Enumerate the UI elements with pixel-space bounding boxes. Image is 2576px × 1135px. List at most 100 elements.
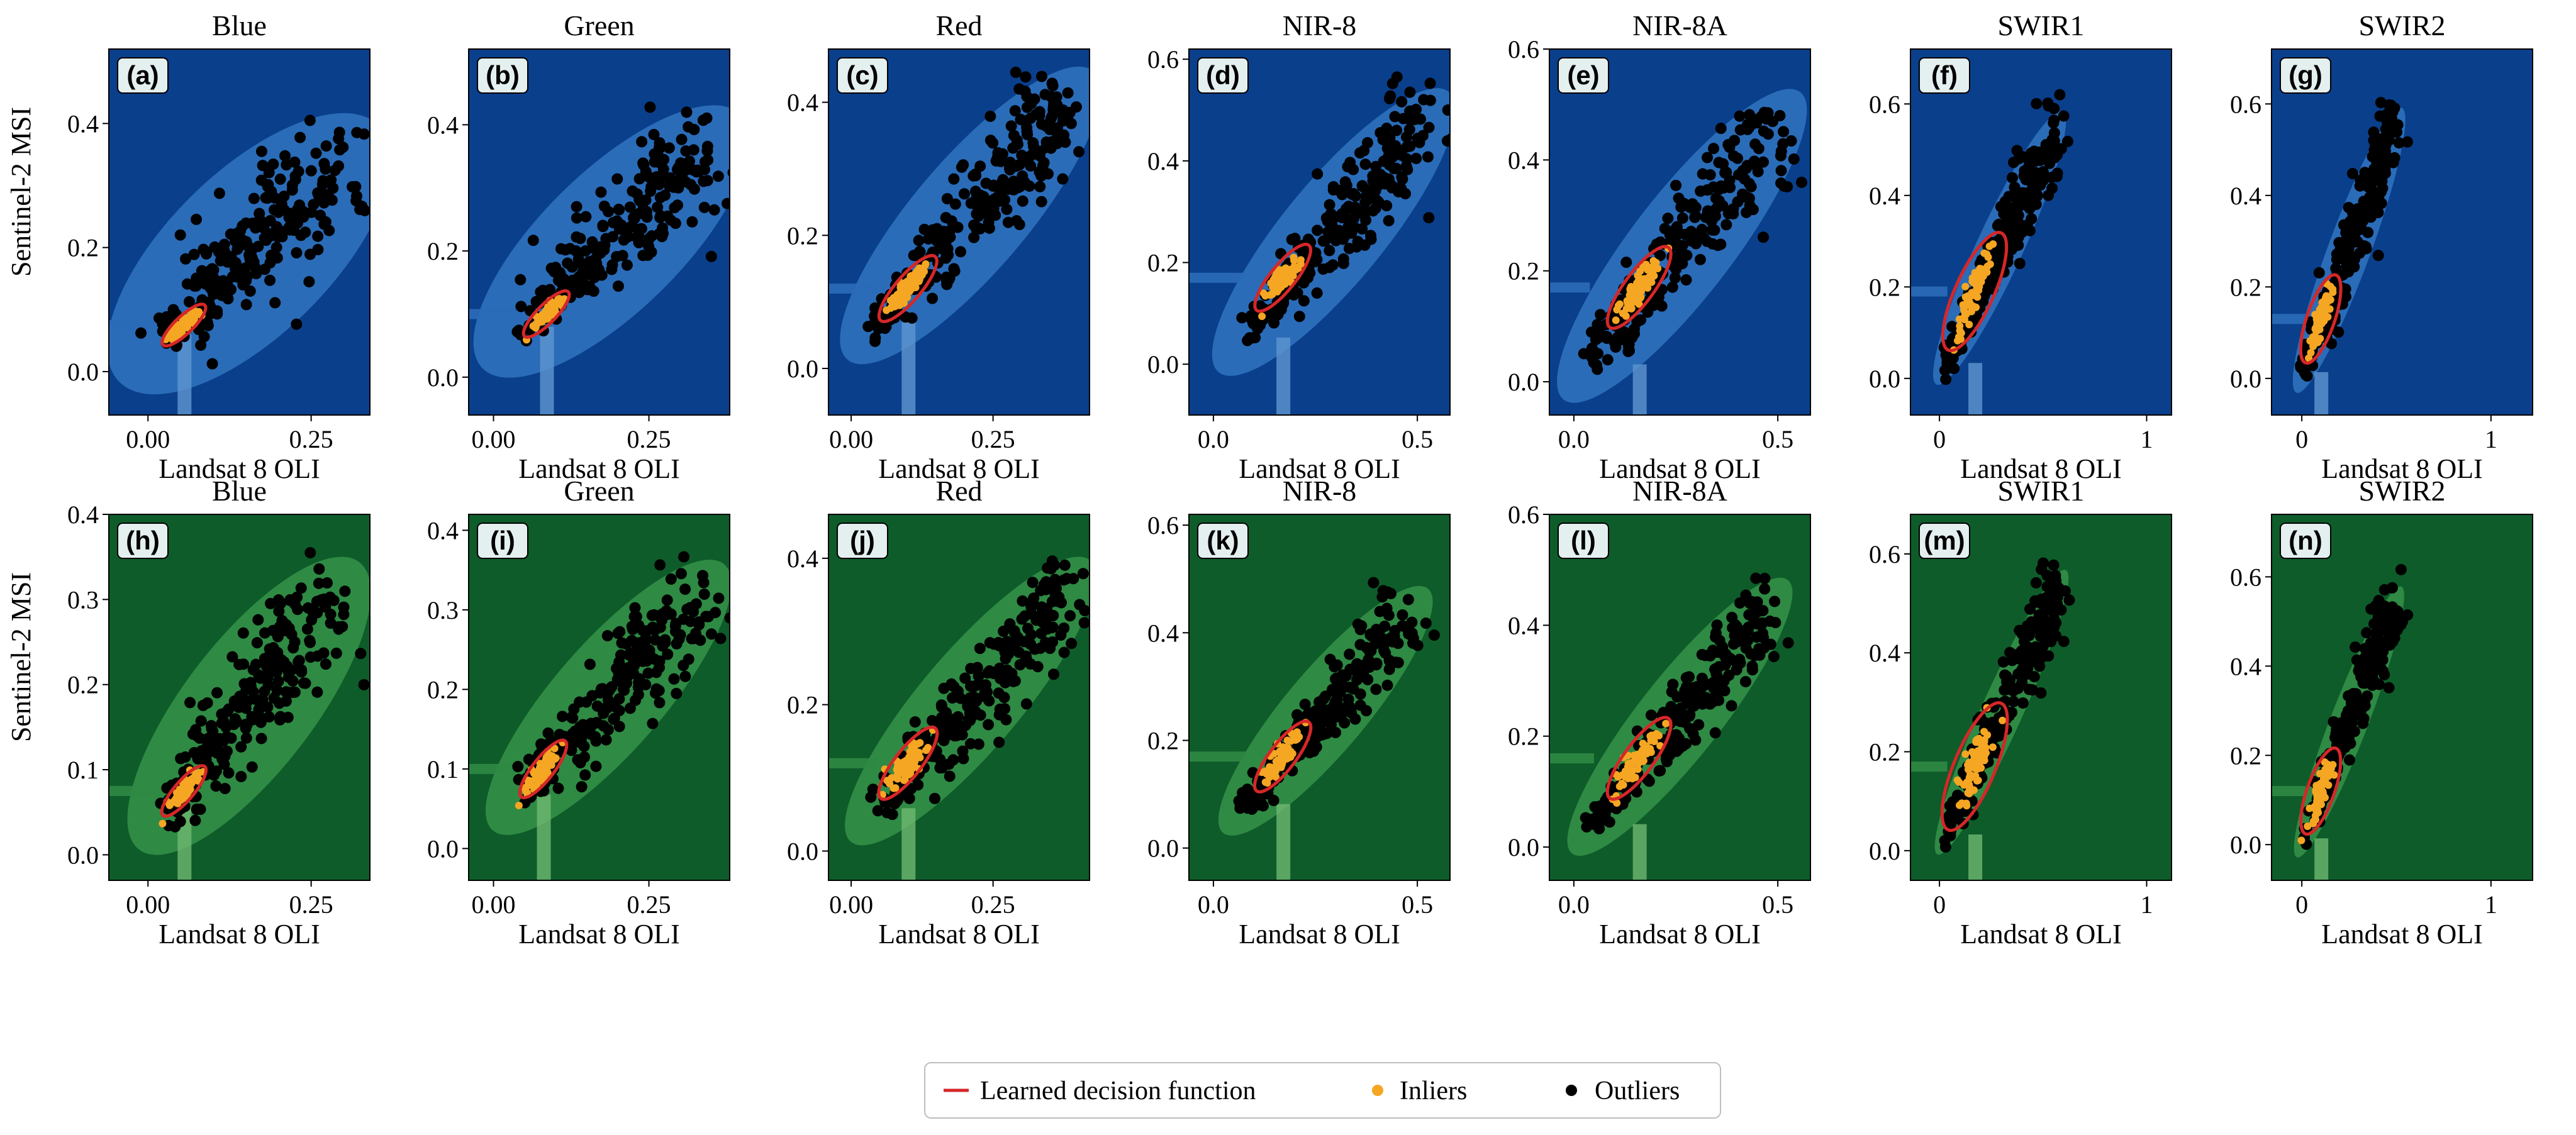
outlier-point	[2368, 126, 2380, 138]
outlier-point	[304, 636, 316, 648]
inlier-point	[1655, 731, 1663, 739]
panel-l-ytick-label: 0.2	[1508, 723, 1539, 751]
panel-j-xlabel: Landsat 8 OLI	[878, 919, 1040, 950]
outlier-point	[611, 173, 623, 185]
outlier-point	[1599, 813, 1611, 825]
panel-i-ytick-label: 0.2	[427, 675, 459, 704]
outlier-point	[1660, 753, 1672, 765]
outlier-point	[579, 769, 591, 781]
outlier-point	[1708, 143, 1720, 155]
outlier-point	[2378, 668, 2390, 680]
outlier-point	[943, 274, 955, 285]
outlier-point	[552, 274, 564, 286]
panel-k-xtick-label: 0.0	[1198, 890, 1229, 919]
panel-c-decision-contour	[877, 254, 939, 323]
outlier-point	[221, 745, 233, 757]
outlier-point	[272, 675, 284, 687]
outlier-point	[2353, 665, 2365, 677]
outlier-point	[557, 711, 569, 723]
inlier-point	[883, 777, 891, 785]
panel-b-badge	[477, 57, 528, 94]
panel-i-decision-contour	[518, 738, 569, 800]
panel-m-label: (m)	[1924, 526, 1965, 555]
outlier-point	[183, 296, 195, 307]
inlier-point	[2312, 800, 2321, 808]
outlier-point	[1384, 655, 1396, 667]
outlier-point	[2362, 226, 2374, 238]
panel-d-xlabel: Landsat 8 OLI	[1239, 453, 1400, 484]
panel-a-xlabel: Landsat 8 OLI	[159, 453, 320, 484]
inlier-point	[900, 776, 908, 784]
outlier-point	[588, 285, 599, 297]
panel-a-decision-contour	[160, 302, 208, 348]
panel-g-strip-vertical	[2314, 372, 2329, 415]
outlier-point	[2059, 585, 2071, 597]
outlier-point	[865, 791, 877, 803]
outlier-point	[235, 741, 247, 753]
inlier-point	[1615, 300, 1624, 308]
panel-h-ytick-label: 0.1	[67, 756, 99, 784]
outlier-point	[1989, 269, 2001, 281]
outlier-point	[291, 247, 303, 259]
outlier-point	[226, 651, 238, 663]
outlier-point	[645, 181, 657, 193]
outlier-point	[350, 180, 362, 192]
outlier-point	[1745, 648, 1757, 660]
panel-g-plot-area	[2272, 49, 2533, 415]
inlier-point	[2311, 812, 2319, 820]
outlier-point	[2046, 134, 2058, 146]
outlier-point	[1757, 156, 1769, 168]
outlier-point	[1058, 646, 1070, 658]
inlier-point	[2311, 311, 2319, 319]
inlier-point	[1266, 773, 1274, 782]
outlier-point	[1618, 326, 1630, 338]
outlier-point	[1332, 233, 1344, 245]
outlier-point	[330, 647, 342, 659]
panel-g-xlabel: Landsat 8 OLI	[2321, 453, 2483, 484]
inlier-point	[1964, 765, 1972, 773]
outlier-point	[702, 154, 714, 166]
inlier-point	[1970, 279, 1978, 287]
outlier-point	[1016, 149, 1028, 161]
panel-f-decision-contour	[1941, 231, 2009, 353]
outlier-point	[949, 198, 961, 210]
panel-l-xtick-label: 0.0	[1558, 890, 1590, 919]
panel-h-badge	[117, 523, 169, 559]
outlier-point	[1428, 629, 1440, 641]
panel-f-inliers	[1950, 240, 1997, 354]
outlier-point	[2341, 712, 2353, 724]
outlier-point	[624, 201, 636, 213]
outlier-point	[281, 660, 293, 672]
outlier-point	[2401, 136, 2413, 148]
panel-e-ytick-label: 0.6	[1508, 35, 1539, 64]
inlier-point	[1636, 267, 1644, 275]
outlier-point	[952, 221, 964, 233]
inlier-point	[1637, 293, 1645, 301]
outlier-point	[869, 335, 881, 347]
inlier-point	[1625, 760, 1634, 768]
outlier-point	[607, 231, 619, 243]
outlier-point	[1068, 573, 1079, 585]
outlier-point	[1744, 109, 1756, 121]
outlier-point	[984, 135, 996, 147]
outlier-point	[287, 675, 299, 687]
outlier-point	[197, 699, 209, 711]
outlier-point	[1391, 146, 1403, 158]
panel-j-strip-horizontal	[828, 758, 878, 768]
outlier-point	[577, 267, 589, 279]
outlier-point	[1727, 208, 1739, 219]
outlier-point	[279, 150, 291, 162]
inlier-point	[883, 306, 891, 314]
inlier-point	[1634, 765, 1642, 773]
outlier-point	[2372, 187, 2384, 199]
outlier-point	[629, 602, 641, 614]
inlier-point	[1966, 775, 1974, 783]
outlier-point	[2051, 591, 2063, 603]
panel-d-strip-vertical	[1276, 337, 1291, 415]
outlier-point	[1758, 231, 1770, 243]
outlier-point	[1756, 628, 1768, 639]
outlier-point	[2035, 609, 2047, 621]
outlier-point	[267, 158, 279, 170]
